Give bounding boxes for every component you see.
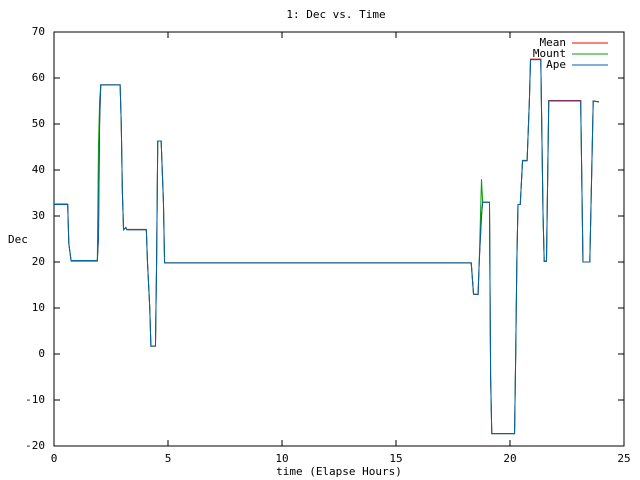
y-axis-label: Dec (8, 233, 28, 246)
chart-title: 1: Dec vs. Time (286, 8, 385, 21)
y-tick-label: -20 (25, 439, 45, 452)
y-tick-label: 70 (32, 25, 45, 38)
legend-label: Ape (546, 58, 566, 71)
y-tick-label: 60 (32, 71, 45, 84)
x-axis-label: time (Elapse Hours) (276, 465, 402, 478)
y-tick-label: -10 (25, 393, 45, 406)
x-tick-label: 0 (51, 452, 58, 465)
x-tick-label: 5 (165, 452, 172, 465)
series-line (54, 59, 599, 435)
y-tick-label: 30 (32, 209, 45, 222)
y-tick-label: 40 (32, 163, 45, 176)
y-tick-label: 0 (38, 347, 45, 360)
x-tick-label: 15 (389, 452, 402, 465)
plot-border (53, 31, 625, 447)
y-tick-label: 50 (32, 117, 45, 130)
x-tick-label: 10 (275, 452, 288, 465)
legend-label: Mount (533, 47, 566, 60)
legend-label: Mean (540, 36, 567, 49)
x-tick-label: 25 (617, 452, 630, 465)
y-tick-label: 20 (32, 255, 45, 268)
x-tick-label: 20 (503, 452, 516, 465)
y-tick-label: 10 (32, 301, 45, 314)
